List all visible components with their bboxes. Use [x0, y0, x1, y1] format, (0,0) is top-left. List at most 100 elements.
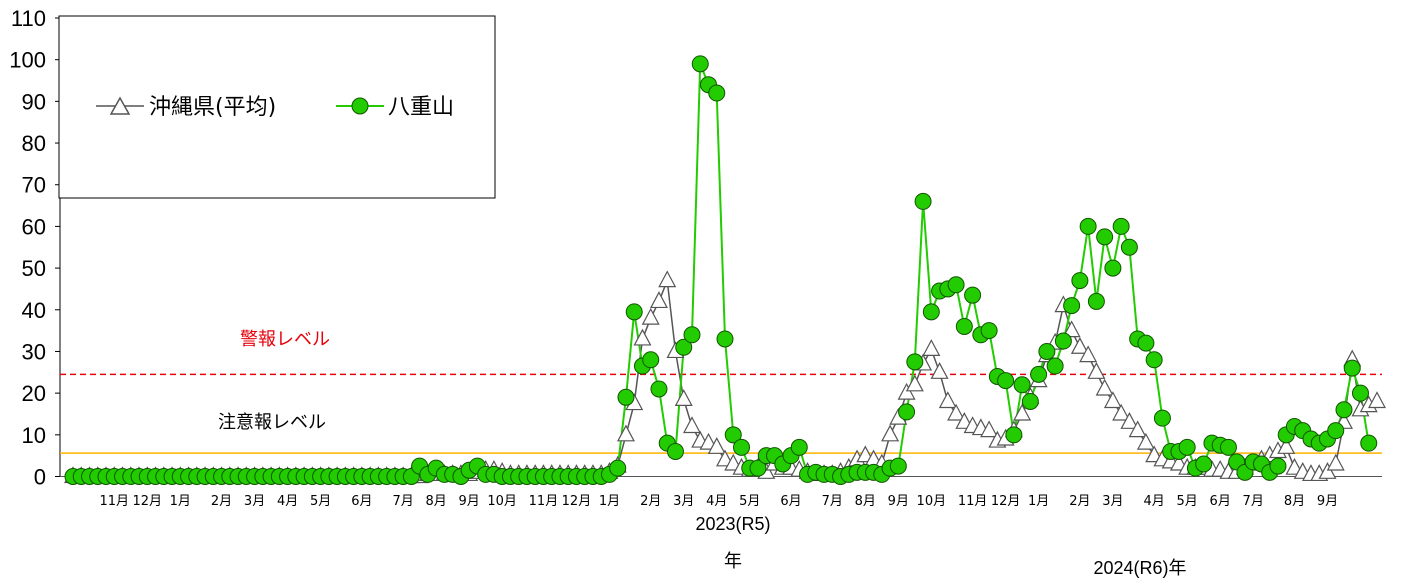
data-point-yaeyama: [922, 303, 940, 321]
data-point-okinawa: [1128, 420, 1147, 438]
x-tick-label: 10月: [917, 494, 947, 509]
data-point-yaeyama: [790, 438, 808, 456]
data-point-okinawa: [1103, 391, 1122, 409]
caution-level-label: 注意報レベル: [218, 412, 326, 433]
data-point-yaeyama: [691, 55, 709, 73]
data-point-okinawa: [1277, 437, 1296, 454]
data-point-yaeyama: [749, 459, 767, 477]
x-tick-label: 5月: [1177, 494, 1198, 509]
data-point-yaeyama: [1079, 217, 1097, 235]
data-point-yaeyama: [716, 330, 734, 348]
y-axis: 0 10 20 30 40 50 60 70 80 90 100 110: [9, 6, 61, 490]
x-tick-label: 1月: [170, 494, 191, 509]
y-tick-label: 0: [34, 465, 46, 490]
data-point-yaeyama: [733, 438, 751, 456]
data-point-yaeyama: [642, 351, 660, 369]
data-point-yaeyama: [889, 457, 907, 475]
data-point-okinawa: [1368, 391, 1386, 409]
y-tick-label: 90: [22, 89, 46, 114]
y-tick-label: 20: [22, 381, 46, 406]
data-point-yaeyama: [964, 286, 982, 304]
data-point-yaeyama: [1360, 434, 1378, 452]
data-point-yaeyama: [675, 338, 693, 356]
x-tick-label: 4月: [706, 494, 727, 509]
year-label-2024: 2024(R6)年: [1093, 558, 1186, 578]
data-point-yaeyama: [1343, 359, 1361, 377]
data-point-yaeyama: [1005, 426, 1023, 444]
x-tick-label: 8月: [425, 494, 446, 509]
data-point-yaeyama: [617, 388, 635, 406]
x-tick-label: 11月: [958, 494, 988, 509]
x-tick-label: 2月: [1069, 494, 1090, 509]
data-point-yaeyama: [1269, 457, 1287, 475]
data-point-okinawa: [1112, 403, 1131, 421]
y-tick-label: 50: [22, 256, 46, 281]
legend-okinawa-label: 沖縄県(平均): [149, 95, 276, 120]
data-point-okinawa: [1079, 345, 1098, 363]
data-point-yaeyama: [914, 192, 932, 210]
data-point-okinawa: [881, 424, 900, 442]
data-point-yaeyama: [625, 303, 643, 321]
data-point-okinawa: [930, 362, 949, 379]
x-tick-label: 9月: [1317, 494, 1338, 509]
x-tick-label: 11月: [529, 494, 559, 509]
data-point-yaeyama: [724, 426, 742, 444]
y-tick-label: 70: [22, 173, 46, 198]
data-point-yaeyama: [1030, 365, 1048, 383]
x-tick-label: 1月: [1028, 494, 1049, 509]
legend-box: [58, 15, 496, 199]
x-tick-label: 1月: [599, 494, 620, 509]
data-point-okinawa: [633, 328, 652, 346]
legend-yaeyama-label: 八重山: [388, 95, 454, 120]
x-tick-label: 5月: [310, 494, 331, 509]
data-point-okinawa: [682, 416, 701, 434]
x-tick-label: 6月: [1210, 494, 1231, 509]
x-tick-label: 3月: [1102, 494, 1123, 509]
data-point-yaeyama: [906, 353, 924, 371]
data-point-okinawa: [616, 424, 635, 442]
x-tick-label: 10月: [487, 494, 517, 509]
data-point-yaeyama: [1021, 392, 1039, 410]
data-point-okinawa: [1013, 403, 1032, 421]
x-tick-label: 11月: [99, 494, 129, 509]
x-tick-label: 4月: [277, 494, 298, 509]
x-tick-label: 12月: [133, 494, 163, 509]
data-point-okinawa: [947, 403, 966, 421]
x-tick-label: 2月: [211, 494, 232, 509]
x-axis: 11月 12月 1月 2月 3月 4月 5月 6月 7月 8月 9月 10月 11月 12月 1月 2月 3月 4…: [60, 476, 1382, 578]
x-tick-label: 4月: [1144, 494, 1165, 509]
data-point-okinawa: [1136, 432, 1155, 450]
data-point-okinawa: [658, 270, 677, 288]
data-point-yaeyama: [609, 459, 627, 477]
data-point-okinawa: [922, 339, 941, 356]
data-point-okinawa: [649, 291, 668, 309]
x-tick-label: 7月: [822, 494, 843, 509]
data-point-yaeyama: [1351, 384, 1369, 402]
data-point-yaeyama: [1195, 455, 1213, 473]
series-layer: [64, 55, 1386, 485]
data-point-yaeyama: [947, 276, 965, 294]
x-tick-label: 9月: [459, 494, 480, 509]
year-label-2023: 2023(R5): [695, 514, 770, 534]
data-point-yaeyama: [955, 317, 973, 335]
data-point-yaeyama: [898, 403, 916, 421]
data-point-yaeyama: [980, 322, 998, 340]
data-point-yaeyama: [1038, 342, 1056, 360]
data-point-okinawa: [707, 437, 726, 454]
data-point-yaeyama: [1335, 401, 1353, 419]
x-tick-label: 12月: [562, 494, 592, 509]
y-tick-label: 40: [22, 298, 46, 323]
data-point-okinawa: [1095, 378, 1114, 396]
data-point-yaeyama: [1137, 334, 1155, 352]
data-point-okinawa: [1318, 462, 1337, 479]
x-tick-label: 6月: [780, 494, 801, 509]
legend-yaeyama-marker: [351, 97, 369, 115]
data-point-okinawa: [674, 389, 693, 406]
y-tick-label: 80: [22, 131, 46, 156]
y-tick-label: 110: [11, 6, 46, 31]
y-tick-label: 60: [22, 214, 46, 239]
legend-okinawa-marker: [109, 96, 131, 115]
x-tick-label: 3月: [244, 494, 265, 509]
x-tick-label: 6月: [351, 494, 372, 509]
